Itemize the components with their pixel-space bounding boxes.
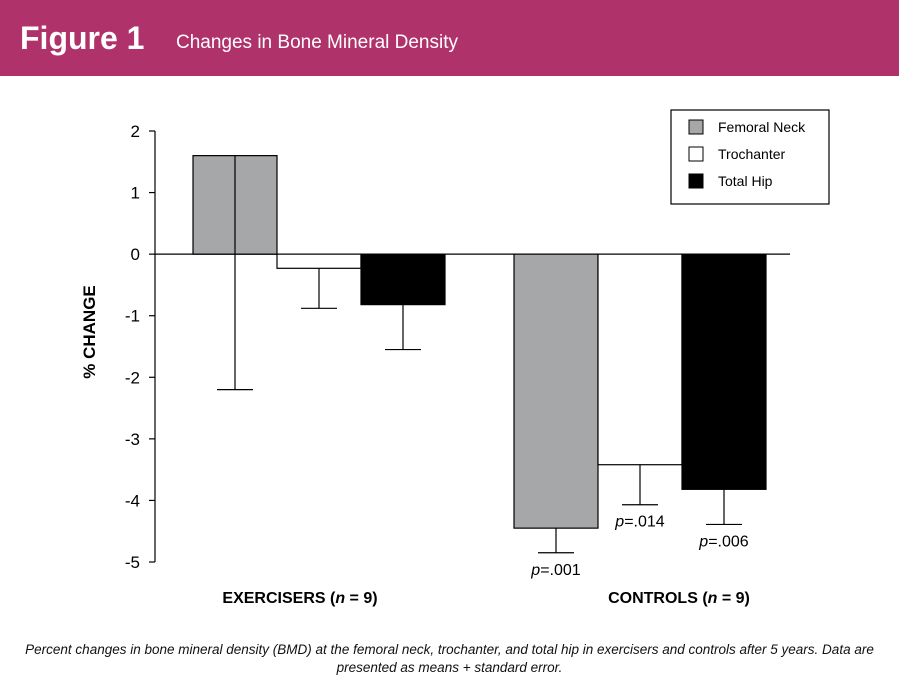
y-tick-label: 1	[131, 184, 140, 203]
y-tick-label: -5	[125, 553, 140, 572]
y-tick-label: 2	[131, 122, 140, 141]
p-value-label: p=.001	[530, 562, 580, 579]
bar-trochanter	[597, 253, 683, 466]
bar-trochanter	[276, 253, 362, 269]
p-value-label: p=.006	[698, 533, 748, 550]
y-tick-label: 0	[131, 245, 140, 264]
legend-swatch	[688, 119, 704, 135]
figure-caption: Percent changes in bone mineral density …	[25, 642, 874, 675]
legend-label: Trochanter	[718, 146, 786, 162]
bmd-bar-chart: 2 1 0 -1 -2 -3 -4 -5 % CHANGE p=.001 p=.014 p=.006…	[80, 109, 830, 607]
figure-header: Figure 1 Changes in Bone Mineral Density	[0, 0, 899, 76]
legend-swatch	[688, 146, 704, 162]
y-tick-label: -4	[125, 491, 140, 510]
legend-label: Total Hip	[718, 173, 773, 189]
category-label: EXERCISERS (n = 9)	[222, 590, 377, 607]
p-value-label: p=.014	[614, 514, 664, 531]
legend-swatch	[688, 173, 704, 189]
y-tick-label: -1	[125, 307, 140, 326]
legend-label: Femoral Neck	[718, 119, 806, 135]
bar-femoral-neck	[513, 253, 599, 529]
bar-total-hip	[681, 253, 767, 490]
category-label: CONTROLS (n = 9)	[608, 590, 750, 607]
y-axis-title: % CHANGE	[80, 285, 99, 379]
figure-title: Changes in Bone Mineral Density	[176, 32, 458, 53]
figure-label: Figure 1	[20, 20, 145, 56]
bar-total-hip	[360, 253, 446, 306]
y-tick-label: -3	[125, 430, 140, 449]
y-tick-label: -2	[125, 368, 140, 387]
